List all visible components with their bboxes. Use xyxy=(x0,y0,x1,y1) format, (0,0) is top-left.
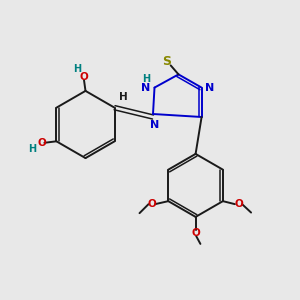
Text: O: O xyxy=(234,199,243,209)
Text: N: N xyxy=(206,82,214,93)
Text: H: H xyxy=(28,144,37,154)
Text: H: H xyxy=(118,92,127,102)
Text: O: O xyxy=(147,199,156,209)
Text: H: H xyxy=(73,64,82,74)
Text: O: O xyxy=(80,72,88,82)
Text: O: O xyxy=(37,138,46,148)
Text: N: N xyxy=(142,82,151,93)
Text: O: O xyxy=(191,228,200,238)
Text: N: N xyxy=(150,119,159,130)
Text: H: H xyxy=(142,74,150,84)
Text: S: S xyxy=(163,55,172,68)
